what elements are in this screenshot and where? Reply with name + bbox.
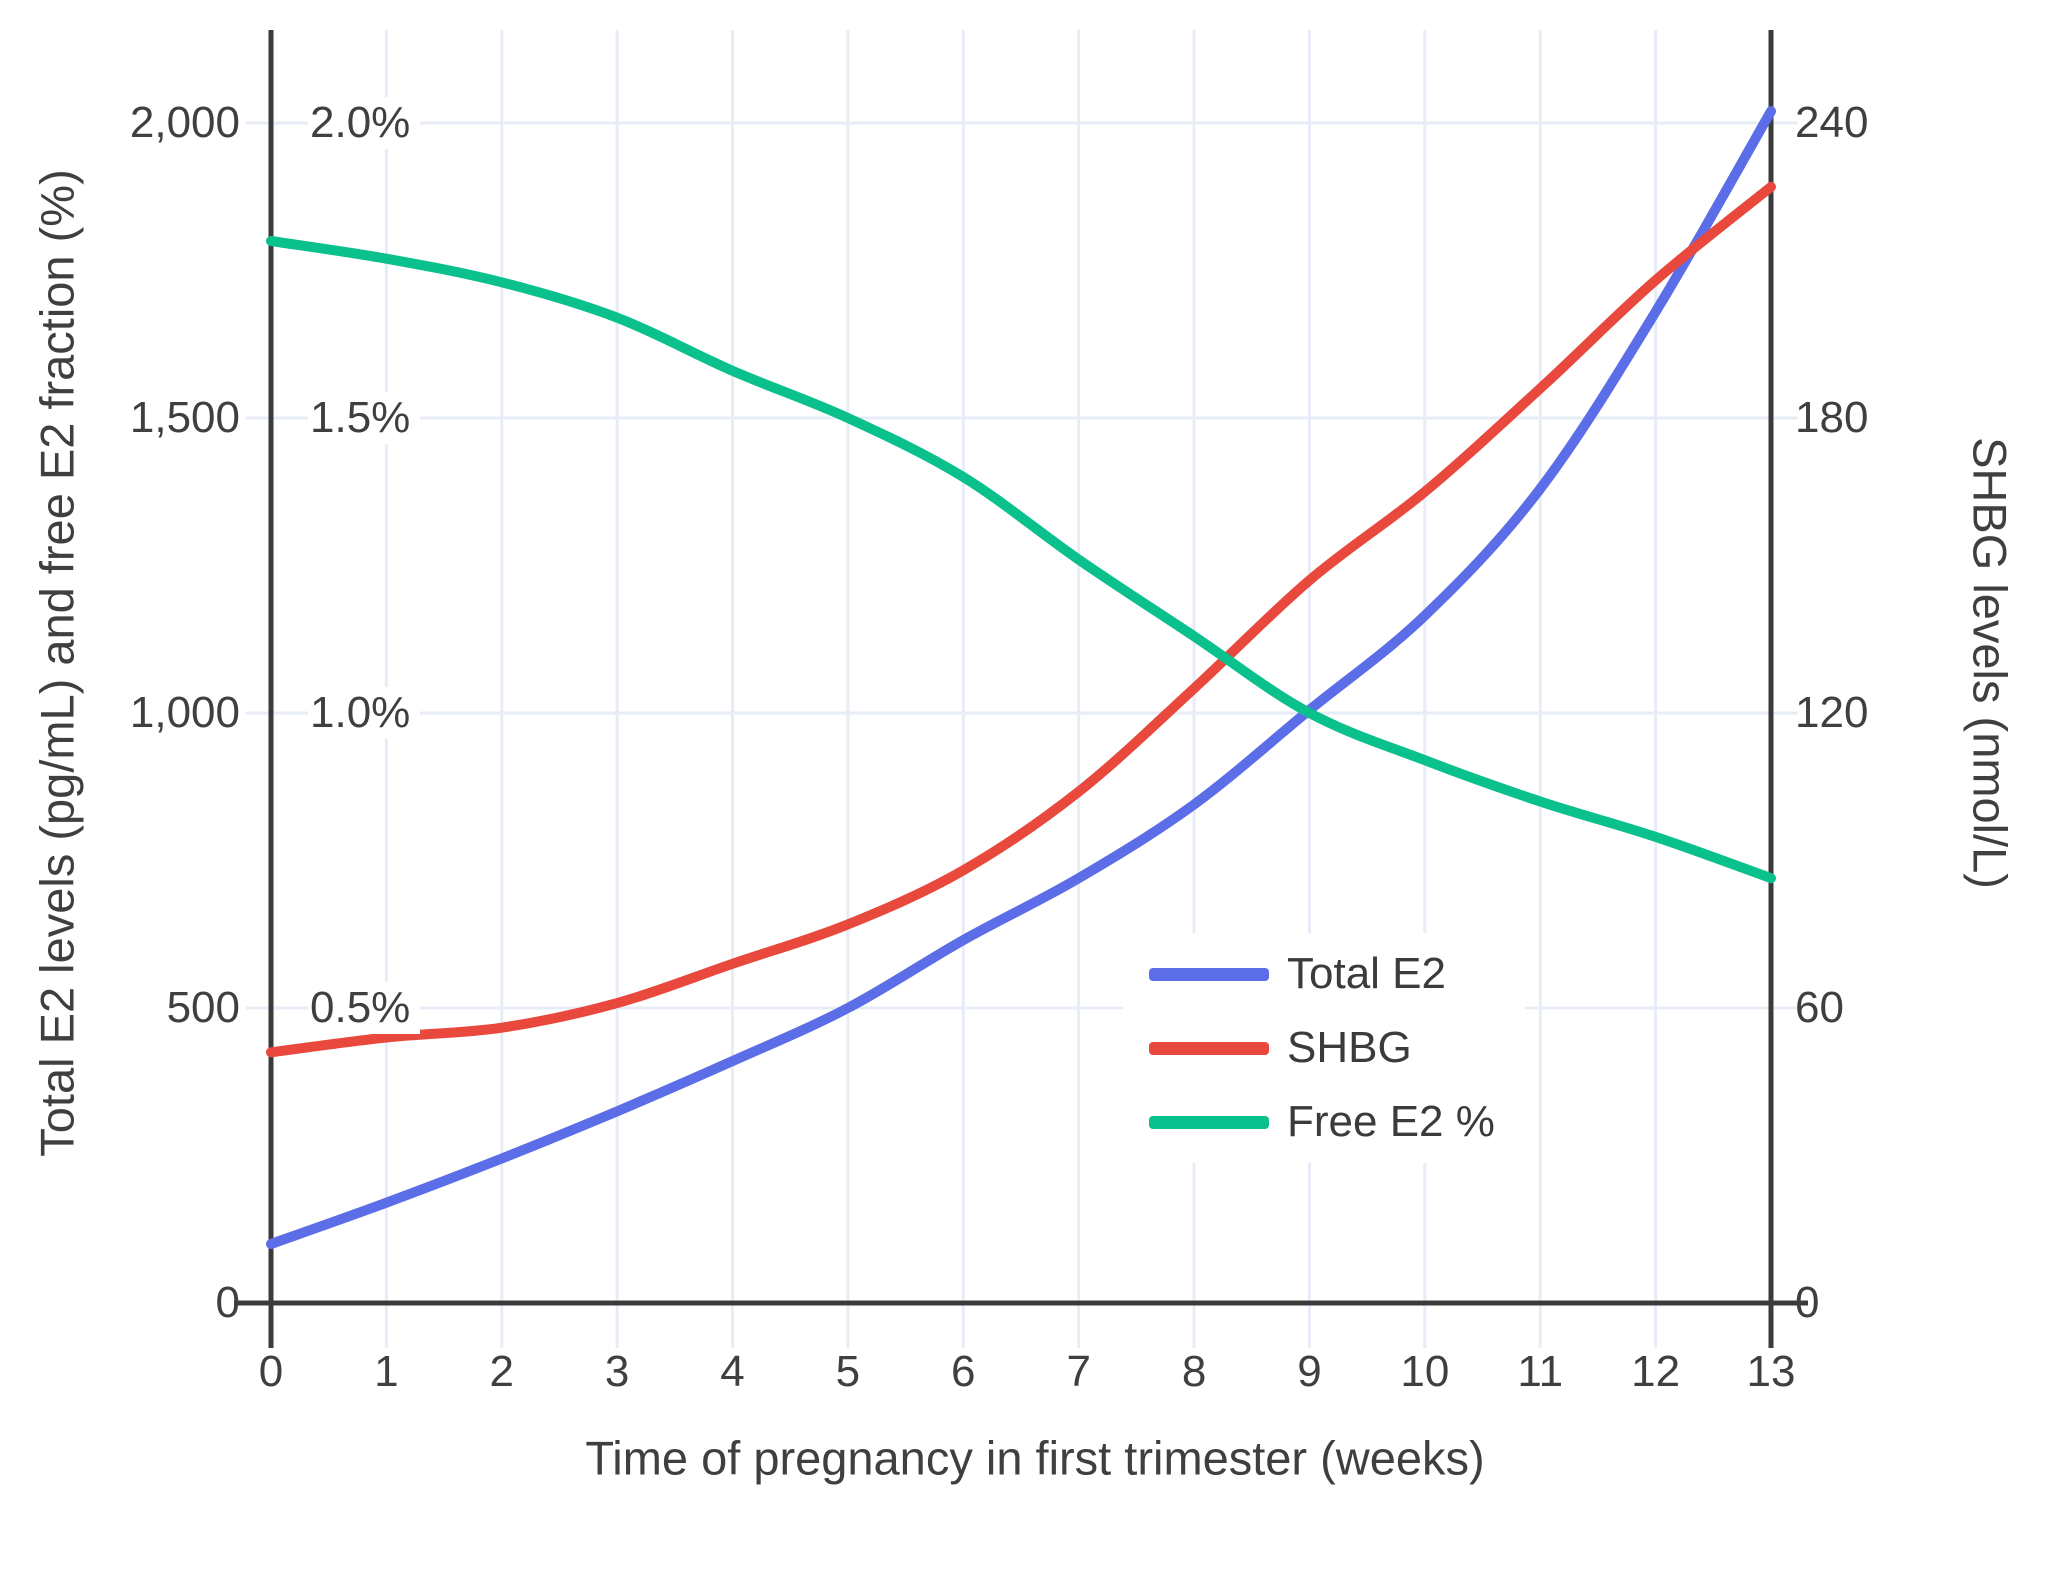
legend: Total E2 SHBG Free E2 % bbox=[1123, 933, 1525, 1163]
x-axis-tick: 4 bbox=[720, 1347, 745, 1396]
legend-label: Free E2 % bbox=[1287, 1097, 1495, 1146]
legend-swatch bbox=[1149, 1115, 1269, 1129]
right-axis-tick: 120 bbox=[1795, 688, 1869, 737]
x-axis-tick: 12 bbox=[1631, 1347, 1681, 1396]
legend-label: Total E2 bbox=[1287, 949, 1446, 998]
legend-swatch bbox=[1149, 1041, 1269, 1055]
x-axis-tick: 7 bbox=[1066, 1347, 1091, 1396]
percent-axis-tick: 1.5% bbox=[308, 392, 421, 444]
x-axis-tick: 0 bbox=[258, 1347, 284, 1396]
right-axis-tick: 0 bbox=[1795, 1278, 1820, 1327]
right-axis-tick: 60 bbox=[1795, 983, 1844, 1032]
percent-axis-tick: 1.0% bbox=[308, 687, 421, 739]
legend-label: SHBG bbox=[1287, 1023, 1412, 1072]
legend-swatch bbox=[1149, 967, 1269, 981]
series-line-shbg bbox=[266, 181, 1776, 1058]
x-axis-tick: 3 bbox=[604, 1347, 630, 1396]
series-line-total-e2 bbox=[266, 106, 1776, 1249]
right-axis-title: SHBG levels (nmol/L) bbox=[1963, 437, 2017, 889]
percent-axis-tick: 2.0% bbox=[308, 97, 421, 149]
left-axis-tick: 0 bbox=[215, 1278, 240, 1327]
x-axis-tick: 1 bbox=[374, 1347, 399, 1396]
series-line-free-e2 bbox=[266, 236, 1776, 884]
right-axis-tick: 240 bbox=[1795, 98, 1869, 147]
left-axis-tick: 500 bbox=[166, 983, 240, 1032]
right-axis-tick: 180 bbox=[1795, 393, 1869, 442]
x-axis-tick: 10 bbox=[1400, 1347, 1450, 1396]
x-axis-tick: 2 bbox=[489, 1347, 514, 1396]
x-axis-tick: 5 bbox=[835, 1347, 861, 1396]
legend-item: Free E2 % bbox=[1149, 1085, 1495, 1159]
x-axis-title: Time of pregnancy in first trimester (we… bbox=[585, 1431, 1485, 1485]
legend-item: SHBG bbox=[1149, 1011, 1495, 1085]
left-axis-tick: 2,000 bbox=[129, 98, 240, 147]
left-axis-tick: 1,000 bbox=[129, 688, 240, 737]
x-axis-tick: 9 bbox=[1297, 1347, 1322, 1396]
percent-axis-tick: 0.5% bbox=[308, 982, 421, 1034]
x-axis-tick: 6 bbox=[951, 1347, 976, 1396]
legend-item: Total E2 bbox=[1149, 937, 1495, 1011]
left-axis-tick: 1,500 bbox=[129, 393, 240, 442]
x-axis-tick: 13 bbox=[1746, 1347, 1796, 1396]
x-axis-tick: 8 bbox=[1181, 1347, 1207, 1396]
x-axis-tick: 11 bbox=[1517, 1347, 1564, 1396]
